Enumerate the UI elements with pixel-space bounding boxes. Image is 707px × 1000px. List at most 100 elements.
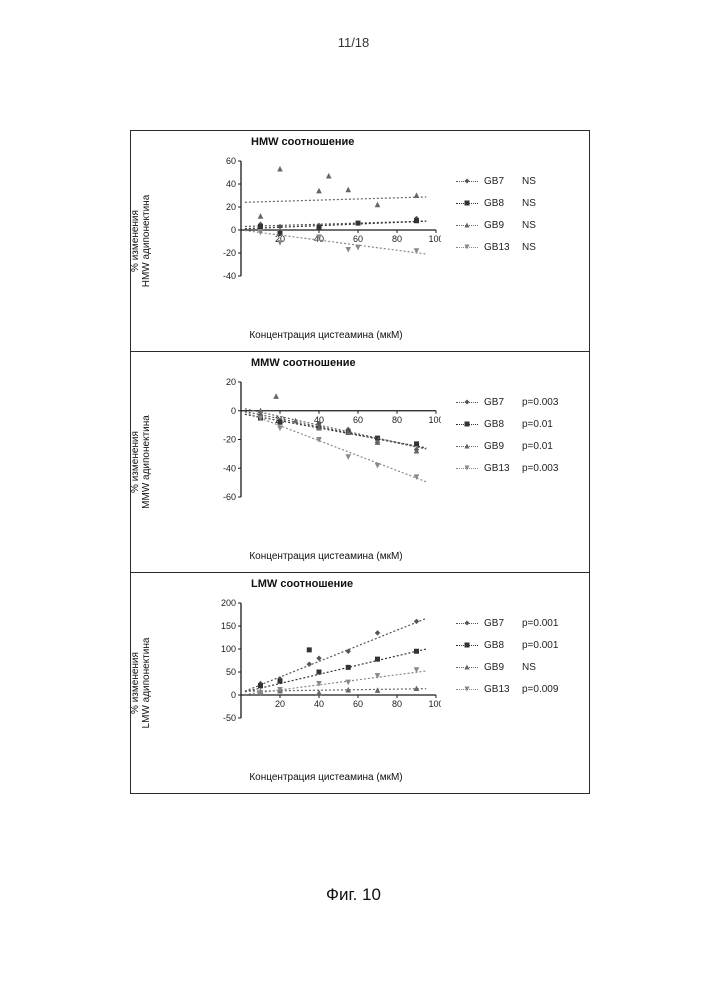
triangle-marker-icon: [462, 220, 472, 230]
chart-panel-mmw: MMW соотношение% измененияMMW адипонекти…: [130, 352, 590, 573]
svg-text:100: 100: [428, 415, 441, 425]
data-point: [376, 203, 380, 207]
series-line: [245, 618, 426, 691]
legend-label: GB9: [484, 662, 516, 673]
legend: GB7NSGB8NSGB9NSGB13NS: [456, 166, 576, 262]
data-point: [307, 662, 311, 666]
data-point: [376, 657, 380, 661]
legend-item: GB8NS: [456, 196, 576, 210]
svg-text:100: 100: [428, 699, 441, 709]
data-point: [307, 648, 311, 652]
data-point: [259, 684, 263, 688]
x-axis-label: Концентрация цистеамина (мкМ): [211, 551, 441, 562]
legend-item: GB7 NS: [456, 174, 576, 188]
data-point: [346, 680, 350, 684]
svg-text:20: 20: [226, 377, 236, 387]
svg-text:0: 0: [231, 406, 236, 416]
legend-item: GB7 p=0.001: [456, 616, 576, 630]
data-point: [274, 394, 278, 398]
legend-label: GB13: [484, 242, 516, 253]
data-point: [415, 687, 419, 691]
x-axis-label: Концентрация цистеамина (мкМ): [211, 772, 441, 783]
legend-stat: p=0.009: [522, 684, 558, 695]
data-point: [415, 442, 419, 446]
diamond-marker-icon: [462, 397, 472, 407]
svg-text:80: 80: [392, 415, 402, 425]
data-point: [317, 226, 321, 230]
data-point: [346, 455, 350, 459]
diamond-marker-icon: [462, 176, 472, 186]
legend-label: GB7: [484, 618, 516, 629]
data-point: [278, 679, 282, 683]
page-number: 11/18: [0, 35, 707, 50]
y-axis-label: % измененияLMW адипонектина: [130, 603, 152, 763]
series-line: [245, 197, 426, 202]
svg-text:20: 20: [275, 699, 285, 709]
legend-label: GB13: [484, 684, 516, 695]
data-point: [278, 167, 282, 171]
down-triangle-marker-icon: [462, 242, 472, 252]
chart-plot: -40-20020406020406080100: [211, 156, 441, 296]
legend-item: GB9 NS: [456, 660, 576, 674]
legend-stat: p=0.001: [522, 640, 558, 651]
legend-stat: NS: [522, 220, 536, 231]
data-point: [356, 221, 360, 225]
data-point: [317, 189, 321, 193]
legend-stat: p=0.003: [522, 463, 558, 474]
data-point: [415, 649, 419, 653]
svg-text:-40: -40: [223, 463, 236, 473]
svg-text:60: 60: [353, 415, 363, 425]
svg-text:80: 80: [392, 699, 402, 709]
data-point: [415, 668, 419, 672]
square-marker-icon: [462, 640, 472, 650]
data-point: [294, 419, 298, 423]
legend-stat: p=0.003: [522, 397, 558, 408]
figure-panels: HMW соотношение% измененияHMW адипонекти…: [130, 130, 590, 794]
svg-text:60: 60: [226, 156, 236, 166]
y-axis-label: % измененияHMW адипонектина: [130, 161, 152, 321]
data-point: [278, 420, 282, 424]
legend-stat: p=0.001: [522, 618, 558, 629]
legend-label: GB13: [484, 463, 516, 474]
square-marker-icon: [462, 419, 472, 429]
legend-stat: NS: [522, 176, 536, 187]
svg-text:100: 100: [428, 234, 441, 244]
legend-stat: NS: [522, 662, 536, 673]
x-axis-label: Концентрация цистеамина (мкМ): [211, 330, 441, 341]
svg-text:60: 60: [353, 234, 363, 244]
legend-item: GB13 p=0.003: [456, 461, 576, 475]
triangle-marker-icon: [462, 441, 472, 451]
legend-label: GB9: [484, 441, 516, 452]
data-point: [259, 691, 263, 695]
legend-label: GB7: [484, 176, 516, 187]
data-point: [376, 631, 380, 635]
data-point: [346, 688, 350, 692]
data-point: [259, 214, 263, 218]
series-line: [245, 221, 426, 226]
figure-caption: Фиг. 10: [0, 885, 707, 905]
legend-item: GB8p=0.01: [456, 417, 576, 431]
legend-item: GB7p=0.003: [456, 395, 576, 409]
data-point: [259, 230, 263, 234]
data-point: [317, 691, 321, 695]
data-point: [356, 245, 360, 249]
data-point: [415, 194, 419, 198]
chart-plot: -5005010015020020406080100: [211, 598, 441, 738]
svg-text:20: 20: [226, 202, 236, 212]
svg-text:0: 0: [231, 690, 236, 700]
svg-text:80: 80: [392, 234, 402, 244]
svg-text:-60: -60: [223, 492, 236, 502]
legend-stat: p=0.01: [522, 419, 553, 430]
legend-item: GB13 p=0.009: [456, 682, 576, 696]
chart-title: MMW соотношение: [251, 357, 356, 369]
data-point: [259, 409, 263, 413]
svg-text:200: 200: [221, 598, 236, 608]
legend: GB7p=0.001GB8p=0.001GB9NSGB13p=0.009: [456, 608, 576, 704]
data-point: [415, 249, 419, 253]
svg-text:-20: -20: [223, 248, 236, 258]
down-triangle-marker-icon: [462, 684, 472, 694]
triangle-marker-icon: [462, 662, 472, 672]
svg-text:100: 100: [221, 644, 236, 654]
legend-item: GB9p=0.01: [456, 439, 576, 453]
diamond-marker-icon: [462, 618, 472, 628]
